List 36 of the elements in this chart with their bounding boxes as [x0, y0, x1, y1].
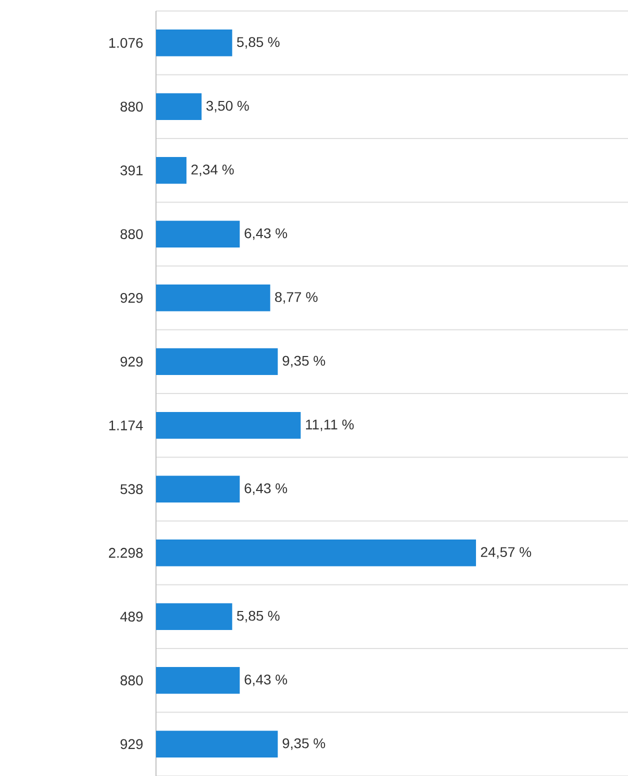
bar [156, 157, 186, 184]
data-label: 3,50 % [206, 100, 249, 112]
y-tick-label: 1.174 [109, 420, 143, 430]
data-label: 9,35 % [282, 738, 326, 750]
data-label: 6,43 % [244, 228, 288, 240]
bar [156, 348, 278, 376]
data-label: 5,85 % [237, 610, 280, 622]
data-label: 11,11 % [306, 420, 354, 432]
bar [156, 220, 240, 248]
y-tick-label: 880 [120, 102, 143, 112]
y-tick-label: 929 [120, 739, 143, 750]
bar [156, 412, 301, 439]
y-tick-label: 880 [120, 229, 143, 240]
bar [156, 284, 270, 312]
data-label: 6,43 % [244, 483, 288, 495]
data-label: 6,43 % [244, 674, 288, 686]
bar [156, 93, 202, 120]
y-tick-label: 2.298 [108, 548, 143, 558]
bar [156, 30, 232, 56]
y-tick-label: 489 [120, 612, 143, 622]
data-label: 9,35 % [282, 356, 326, 368]
y-tick-label: 929 [120, 292, 143, 303]
bar [156, 539, 476, 566]
data-label: 2,34 % [191, 164, 234, 176]
y-tick-label: 538 [120, 484, 143, 494]
data-label: 5,85 % [237, 37, 280, 49]
data-label: 8,77 % [275, 292, 318, 304]
bar [156, 666, 240, 694]
y-tick-label: 929 [120, 356, 143, 367]
data-label: 24,57 % [480, 547, 532, 559]
y-tick-label: 1.076 [109, 38, 143, 48]
bar [156, 603, 232, 630]
bar [156, 476, 240, 503]
bar [156, 730, 278, 758]
y-tick-label: 391 [120, 165, 143, 176]
y-tick-label: 880 [120, 675, 143, 686]
